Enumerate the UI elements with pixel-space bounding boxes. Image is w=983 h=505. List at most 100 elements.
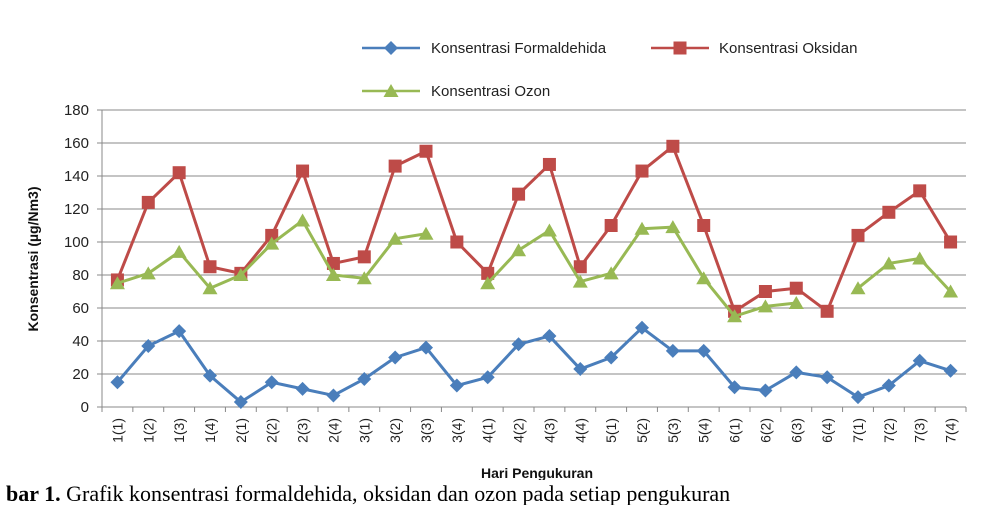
- data-point: [110, 375, 125, 390]
- gridlines: [102, 109, 966, 408]
- data-point: [326, 388, 341, 403]
- x-tick-label: 4(4): [572, 418, 588, 443]
- x-tick-label: 4(2): [511, 418, 527, 443]
- data-point: [603, 266, 619, 280]
- legend-item-ozon: Konsentrasi Ozon: [362, 83, 550, 100]
- data-point: [141, 195, 155, 209]
- y-tick-label: 80: [72, 267, 89, 284]
- data-point: [666, 139, 680, 153]
- x-tick-label: 6(3): [788, 418, 804, 443]
- x-tick-label: 3(1): [356, 418, 372, 443]
- series-diamond: [110, 320, 958, 410]
- data-point: [356, 271, 372, 285]
- legend-label-oksidan: Konsentrasi Oksidan: [719, 40, 857, 57]
- data-point: [696, 271, 712, 285]
- data-point: [912, 353, 927, 368]
- data-point: [851, 228, 865, 242]
- x-tick-label: 3(4): [449, 418, 465, 443]
- x-tick-label: 3(2): [387, 418, 403, 443]
- data-point: [418, 226, 434, 240]
- data-point: [512, 187, 526, 201]
- legend-marker-diamond-icon: [384, 41, 398, 55]
- x-tick-label: 5(2): [634, 418, 650, 443]
- y-tick-label: 140: [64, 168, 89, 185]
- data-point: [604, 219, 618, 232]
- data-point: [203, 260, 217, 274]
- y-tick-label: 120: [64, 201, 89, 218]
- data-point: [820, 370, 835, 385]
- y-tick-label: 160: [64, 135, 89, 152]
- caption-prefix: bar 1.: [6, 481, 61, 505]
- data-point: [573, 362, 588, 377]
- series-triangle: [109, 213, 959, 323]
- caption-text: Grafik konsentrasi formaldehida, oksidan…: [66, 481, 731, 505]
- data-point: [789, 281, 803, 295]
- x-tick-label: 5(4): [696, 418, 712, 443]
- data-point: [172, 324, 187, 339]
- x-tick-label: 2(2): [264, 418, 280, 443]
- y-tick-label: 20: [72, 366, 89, 383]
- data-point: [881, 378, 896, 393]
- data-point: [758, 285, 772, 298]
- x-tick-label: 1(4): [202, 418, 218, 443]
- y-axis-title: Konsentrasi (µg/Nm3): [25, 187, 41, 332]
- x-axis-ticks: 1(1) 1(2) 1(3) 1(4) 2(1) 2(2) 2(3) 2(4) 3(1) 3(2)…: [101, 407, 967, 443]
- data-point: [202, 281, 218, 295]
- data-point: [264, 375, 279, 390]
- y-tick-label: 40: [72, 333, 89, 350]
- data-point: [850, 281, 866, 295]
- data-point: [727, 309, 743, 323]
- data-point: [758, 383, 773, 398]
- legend-marker-triangle-icon: [383, 84, 399, 97]
- data-point: [696, 343, 711, 358]
- data-point: [233, 268, 249, 281]
- data-point: [820, 304, 834, 318]
- data-point: [264, 236, 280, 250]
- series-line: [857, 257, 952, 293]
- data-point: [450, 235, 464, 249]
- legend-marker-square-icon: [673, 41, 687, 55]
- series-line: [116, 144, 952, 313]
- data-point: [140, 266, 156, 280]
- data-point: [542, 329, 557, 344]
- data-point: [141, 338, 156, 353]
- data-point: [480, 276, 496, 290]
- data-point: [171, 244, 187, 258]
- data-point: [233, 395, 248, 410]
- data-point: [419, 144, 433, 158]
- data-point: [635, 164, 649, 178]
- x-axis-title: Hari Pengukuran: [481, 465, 593, 480]
- legend-item-formaldehida: Konsentrasi Formaldehida: [362, 40, 607, 57]
- data-point: [789, 365, 804, 380]
- y-tick-label: 60: [72, 300, 89, 317]
- data-point: [881, 256, 897, 270]
- y-tick-label: 0: [81, 399, 89, 416]
- data-point: [325, 268, 341, 281]
- figure-caption: bar 1. Grafik konsentrasi formaldehida, …: [6, 480, 981, 505]
- data-point: [912, 251, 928, 265]
- x-tick-label: 5(3): [665, 418, 681, 443]
- data-point: [481, 266, 495, 280]
- data-point: [419, 340, 433, 355]
- data-point: [203, 368, 217, 383]
- data-point: [388, 350, 403, 365]
- x-tick-label: 1(2): [140, 418, 156, 443]
- data-point: [357, 371, 372, 386]
- y-axis-ticks: 0 20 40 60 80 100 120 140 160 180: [64, 102, 103, 416]
- data-point: [542, 157, 556, 171]
- x-tick-label: 5(1): [603, 418, 619, 443]
- x-tick-label: 6(4): [819, 418, 835, 443]
- x-tick-label: 7(1): [850, 418, 866, 443]
- data-point: [943, 284, 959, 298]
- series-group: [109, 139, 959, 410]
- data-point: [727, 380, 742, 395]
- data-point: [295, 213, 311, 227]
- data-point: [944, 235, 958, 249]
- data-point: [882, 205, 896, 219]
- legend-label-formaldehida: Konsentrasi Formaldehida: [431, 40, 607, 57]
- data-point: [511, 337, 526, 352]
- x-tick-label: 1(3): [171, 418, 187, 443]
- data-point: [757, 299, 773, 313]
- data-point: [604, 350, 619, 365]
- x-tick-label: 4(3): [541, 418, 557, 443]
